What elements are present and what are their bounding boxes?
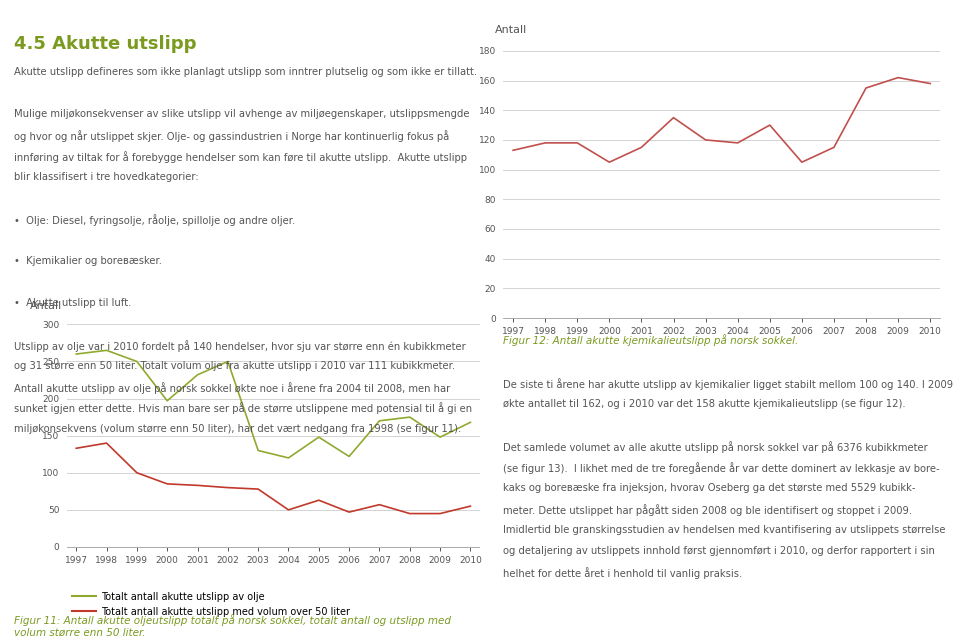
Text: Miljørapport 2011  19: Miljørapport 2011 19 [824, 11, 951, 24]
Text: og hvor og når utslippet skjer. Olje- og gassindustrien i Norge har kontinuerlig: og hvor og når utslippet skjer. Olje- og… [14, 130, 450, 142]
Text: Imidlertid ble granskingsstudien av hendelsen med kvantifisering av utslippets s: Imidlertid ble granskingsstudien av hend… [503, 525, 946, 536]
Text: sunket igjen etter dette. Hvis man bare ser på de større utslippene med potensia: sunket igjen etter dette. Hvis man bare … [14, 403, 473, 415]
Text: Mulige miljøkonsekvenser av slike utslipp vil avhenge av miljøegenskaper, utslip: Mulige miljøkonsekvenser av slike utslip… [14, 109, 470, 119]
Text: og detaljering av utslippets innhold først gjennomført i 2010, og derfor rapport: og detaljering av utslippets innhold før… [503, 546, 935, 556]
Text: miljøkonsekvens (volum større enn 50 liter), har det vært nedgang fra 1998 (se f: miljøkonsekvens (volum større enn 50 lit… [14, 424, 461, 434]
Text: Antall: Antall [495, 25, 527, 35]
Text: og 31 større enn 50 liter. Totalt volum olje fra akutte utslipp i 2010 var 111 k: og 31 større enn 50 liter. Totalt volum … [14, 361, 456, 371]
Legend: Totalt antall akutte utslipp av olje, Totalt antall akutte utslipp med volum ove: Totalt antall akutte utslipp av olje, To… [72, 592, 350, 617]
Text: •  Olje: Diesel, fyringsolje, råolje, spillolje og andre oljer.: • Olje: Diesel, fyringsolje, råolje, spi… [14, 214, 295, 226]
Text: Antall akutte utslipp av olje på norsk sokkel økte noe i årene fra 2004 til 2008: Antall akutte utslipp av olje på norsk s… [14, 382, 451, 394]
Text: innføring av tiltak for å forebygge hendelser som kan føre til akutte utslipp.  : innføring av tiltak for å forebygge hend… [14, 151, 467, 163]
Text: Akutte utslipp defineres som ikke planlagt utslipp som inntrer plutselig og som : Akutte utslipp defineres som ikke planla… [14, 67, 478, 77]
Text: Figur 11: Antall akutte oljeutslipp totalt på norsk sokkel, totalt antall og uts: Figur 11: Antall akutte oljeutslipp tota… [14, 614, 452, 636]
Text: De siste ti årene har akutte utslipp av kjemikalier ligget stabilt mellom 100 og: De siste ti årene har akutte utslipp av … [503, 378, 953, 391]
Text: meter. Dette utslippet har pågått siden 2008 og ble identifisert og stoppet i 20: meter. Dette utslippet har pågått siden … [503, 504, 913, 516]
Text: •  Kjemikalier og borевæsker.: • Kjemikalier og borевæsker. [14, 256, 162, 266]
Text: Utslipp av olje var i 2010 fordelt på 140 hendelser, hvor sju var større enn én : Utslipp av olje var i 2010 fordelt på 14… [14, 340, 466, 352]
Text: helhet for dette året i henhold til vanlig praksis.: helhet for dette året i henhold til vanl… [503, 567, 742, 579]
Text: (se figur 13).  I likhet med de tre foregående år var dette dominert av lekkasje: (se figur 13). I likhet med de tre foreg… [503, 462, 940, 474]
Text: kaks og borевæske fra injeksjon, hvorav Oseberg ga det største med 5529 kubikk-: kaks og borевæske fra injeksjon, hvorav … [503, 483, 916, 494]
Text: blir klassifisert i tre hovedkategorier:: blir klassifisert i tre hovedkategorier: [14, 172, 199, 182]
Text: Antall: Antall [30, 301, 62, 311]
Text: Det samlede volumet av alle akutte utslipp på norsk sokkel var på 6376 kubikkmet: Det samlede volumet av alle akutte utsli… [503, 441, 928, 453]
Text: 4.5 Akutte utslipp: 4.5 Akutte utslipp [14, 35, 197, 53]
Text: Figur 12: Antall akutte kjemikalieutslipp på norsk sokkel.: Figur 12: Antall akutte kjemikalieutslip… [503, 334, 799, 346]
Text: økte antallet til 162, og i 2010 var det 158 akutte kjemikalieutslipp (se figur : økte antallet til 162, og i 2010 var det… [503, 399, 906, 410]
Text: •  Akutte utslipp til luft.: • Akutte utslipp til luft. [14, 298, 131, 308]
